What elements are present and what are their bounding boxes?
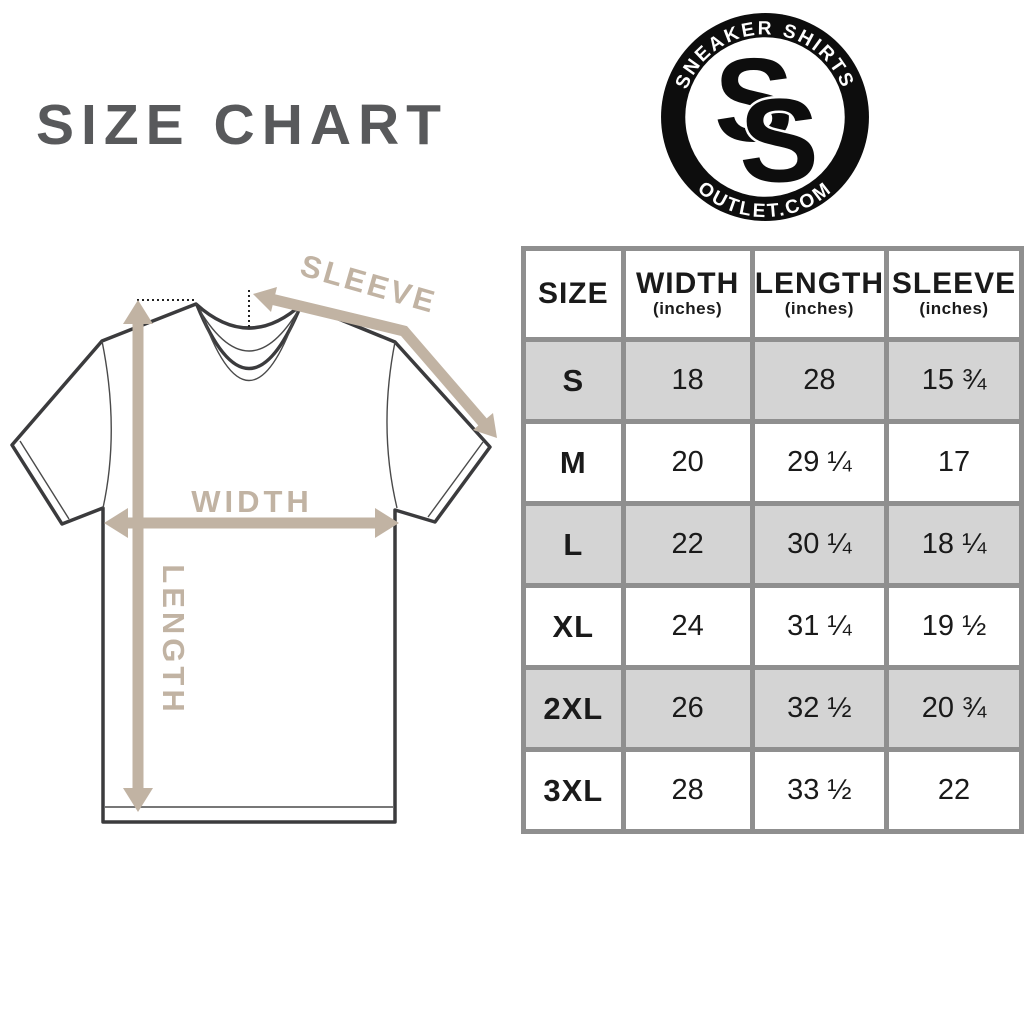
tshirt-outline [10, 302, 492, 824]
size-cell: 3XL [521, 747, 626, 834]
size-cell: 2XL [521, 665, 626, 752]
table-row-l: L 22 30 ¼ 18 ¼ [521, 501, 1024, 588]
table-row-xl: XL 24 31 ¼ 19 ½ [521, 583, 1024, 670]
width-label: WIDTH [191, 484, 313, 519]
sleeve-cell: 22 [884, 747, 1024, 834]
size-table: SIZE WIDTH (inches) LENGTH (inches) SLEE… [521, 246, 1024, 834]
size-cell: S [521, 337, 626, 424]
width-cell: 20 [620, 419, 755, 506]
length-label: LENGTH [156, 564, 191, 715]
size-cell: L [521, 501, 626, 588]
length-cell: 33 ½ [749, 747, 890, 834]
ss-monogram-icon: S S [714, 34, 821, 210]
header-size: SIZE [521, 246, 626, 342]
sleeve-cell: 19 ½ [884, 583, 1024, 670]
header-sleeve: SLEEVE (inches) [884, 246, 1024, 342]
size-table-header-row: SIZE WIDTH (inches) LENGTH (inches) SLEE… [521, 246, 1024, 342]
size-cell: XL [521, 583, 626, 670]
table-row-2xl: 2XL 26 32 ½ 20 ¾ [521, 665, 1024, 752]
width-arrow [104, 508, 399, 538]
width-cell: 26 [620, 665, 755, 752]
sleeve-cell: 20 ¾ [884, 665, 1024, 752]
logo-inner-circle [685, 37, 845, 197]
length-cell: 30 ¼ [749, 501, 890, 588]
length-cell: 29 ¼ [749, 419, 890, 506]
sleeve-cell: 18 ¼ [884, 501, 1024, 588]
sleeve-arrow [253, 287, 497, 438]
length-cell: 31 ¼ [749, 583, 890, 670]
sleeve-cell: 17 [884, 419, 1024, 506]
table-row-3xl: 3XL 28 33 ½ 22 [521, 747, 1024, 834]
dotted-guide-lines [137, 290, 250, 327]
header-length: LENGTH (inches) [749, 246, 890, 342]
svg-text:S: S [739, 75, 818, 208]
length-cell: 32 ½ [749, 665, 890, 752]
table-row-s: S 18 28 15 ¾ [521, 337, 1024, 424]
length-arrow [123, 300, 153, 812]
size-cell: M [521, 419, 626, 506]
table-row-m: M 20 29 ¼ 17 [521, 419, 1024, 506]
svg-text:S: S [714, 34, 793, 167]
sneaker-shirts-outlet-logo: SNEAKER SHIRTS OUTLET.COM S S [661, 13, 869, 222]
width-cell: 18 [620, 337, 755, 424]
width-cell: 22 [620, 501, 755, 588]
width-cell: 28 [620, 747, 755, 834]
page-title: SIZE CHART [36, 93, 448, 157]
width-cell: 24 [620, 583, 755, 670]
sleeve-cell: 15 ¾ [884, 337, 1024, 424]
tshirt-measurement-diagram: SLEEVE WIDTH LENGTH [10, 248, 497, 824]
header-width: WIDTH (inches) [620, 246, 755, 342]
length-cell: 28 [749, 337, 890, 424]
